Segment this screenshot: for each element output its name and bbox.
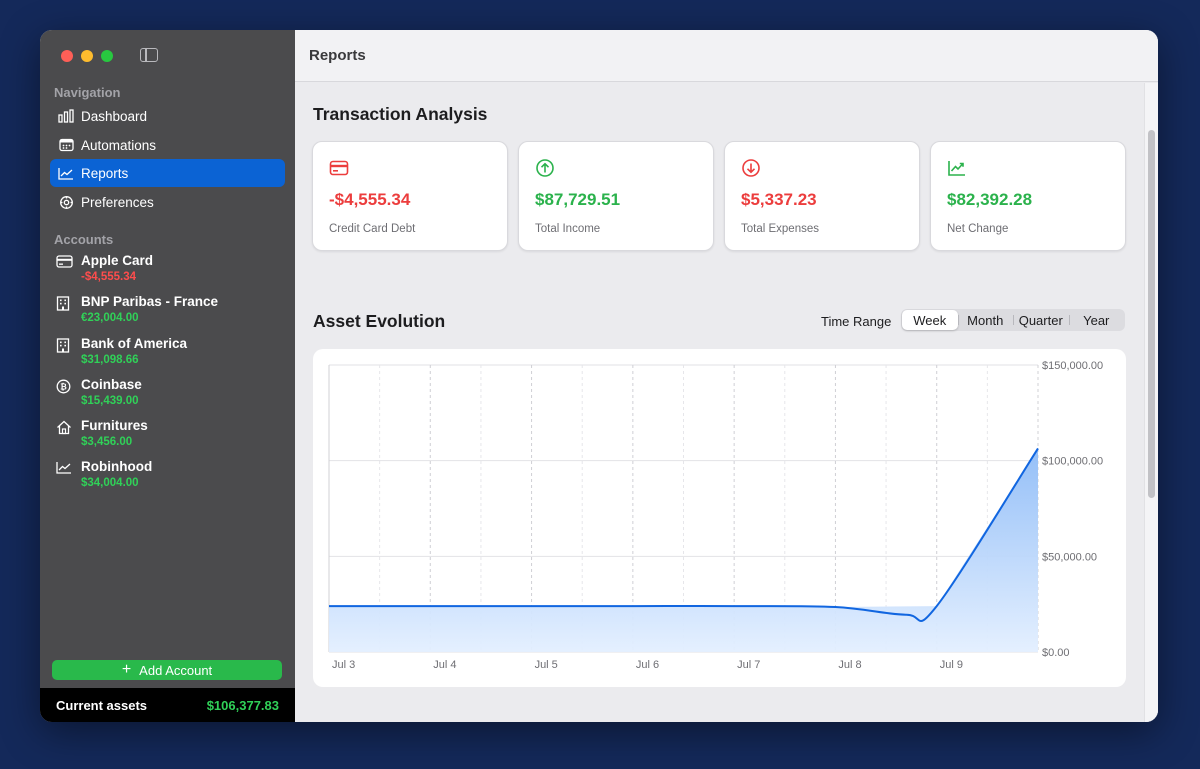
net-change-card: $82,392.28 Net Change <box>930 141 1126 251</box>
x-tick-label: Jul 9 <box>940 659 963 671</box>
scrollbar-thumb[interactable] <box>1148 130 1155 498</box>
time-range-picker: Week Month Quarter Year <box>901 309 1125 331</box>
total-income-card: $87,729.51 Total Income <box>518 141 714 251</box>
asset-evolution-chart: $150,000.00 $100,000.00 $50,000.00 $0.00 Jul… <box>313 349 1126 687</box>
x-tick-label: Jul 4 <box>433 659 456 671</box>
sidebar-item-label: Automations <box>81 137 157 153</box>
card-label: Credit Card Debt <box>329 223 416 235</box>
toolbar: Reports <box>295 30 1158 82</box>
card-value: -$4,555.34 <box>329 190 411 209</box>
sidebar: Navigation Dashboard Automations Reports… <box>40 30 295 722</box>
svg-text:₿: ₿ <box>60 383 67 392</box>
y-tick-label: $50,000.00 <box>1042 551 1097 563</box>
accounts-section-title: Accounts <box>54 232 114 247</box>
plus-icon: + <box>121 661 132 678</box>
y-tick-label: $0.00 <box>1042 647 1070 659</box>
transaction-analysis-title: Transaction Analysis <box>313 104 488 124</box>
add-account-label: Add Account <box>139 662 213 678</box>
y-tick-label: $150,000.00 <box>1042 360 1103 372</box>
credit-card-icon <box>56 255 74 271</box>
account-name: BNP Paribas - France <box>81 294 219 309</box>
house-icon <box>56 420 74 436</box>
account-name: Bank of America <box>81 336 188 351</box>
add-account-button[interactable]: + Add Account <box>52 660 282 680</box>
range-year-segment[interactable]: Year <box>1068 310 1125 330</box>
arrow-down-circle-icon <box>741 158 761 178</box>
sidebar-item-dashboard[interactable]: Dashboard <box>50 102 285 130</box>
sidebar-item-label: Preferences <box>81 194 154 210</box>
x-tick-label: Jul 3 <box>332 659 355 671</box>
account-item-coinbase[interactable]: ₿ Coinbase $15,439.00 <box>56 377 281 413</box>
app-window: Navigation Dashboard Automations Reports… <box>40 30 1158 722</box>
area-fill <box>329 448 1038 652</box>
line-chart-icon <box>56 461 74 477</box>
sidebar-item-preferences[interactable]: Preferences <box>50 188 285 216</box>
account-balance: €23,004.00 <box>81 312 139 324</box>
asset-evolution-title: Asset Evolution <box>313 311 446 331</box>
sidebar-item-reports[interactable]: Reports <box>50 159 285 187</box>
line-chart-icon <box>58 165 74 181</box>
time-range-label: Time Range <box>821 314 892 329</box>
account-name: Furnitures <box>81 418 148 433</box>
sidebar-item-label: Reports <box>81 165 129 181</box>
account-name: Robinhood <box>81 459 153 474</box>
credit-card-debt-card: -$4,555.34 Credit Card Debt <box>312 141 508 251</box>
x-tick-label: Jul 5 <box>535 659 558 671</box>
credit-card-icon <box>329 158 349 178</box>
arrow-up-circle-icon <box>535 158 555 178</box>
x-tick-label: Jul 7 <box>737 659 760 671</box>
page-title: Reports <box>309 47 366 64</box>
range-week-segment[interactable]: Week <box>902 310 958 330</box>
account-item-bnp-paribas[interactable]: BNP Paribas - France €23,004.00 <box>56 294 281 330</box>
trend-up-icon <box>947 158 967 178</box>
y-tick-label: $100,000.00 <box>1042 456 1103 468</box>
navigation-section-title: Navigation <box>54 85 121 100</box>
gear-icon <box>58 194 74 210</box>
asset-chart-svg: $150,000.00 $100,000.00 $50,000.00 $0.00 Jul… <box>328 360 1103 671</box>
card-label: Net Change <box>947 223 1009 235</box>
sidebar-toggle-icon[interactable] <box>140 48 158 62</box>
bar-chart-icon <box>58 108 74 124</box>
account-item-apple-card[interactable]: Apple Card -$4,555.34 <box>56 253 281 289</box>
account-balance: $31,098.66 <box>81 354 139 366</box>
account-balance: $3,456.00 <box>81 436 133 448</box>
range-month-segment[interactable]: Month <box>957 310 1014 330</box>
asset-series-line <box>328 447 1039 623</box>
account-name: Coinbase <box>81 377 142 392</box>
main-content: Reports Transaction Analysis -$4,555.34 … <box>295 30 1158 722</box>
current-assets-label: Current assets <box>56 697 148 713</box>
range-quarter-segment[interactable]: Quarter <box>1013 310 1069 330</box>
x-tick-label: Jul 6 <box>636 659 659 671</box>
card-value: $5,337.23 <box>741 190 817 209</box>
minimize-window-button[interactable] <box>81 50 93 62</box>
card-value: $87,729.51 <box>535 190 621 209</box>
account-balance: -$4,555.34 <box>81 271 136 283</box>
card-label: Total Income <box>535 223 601 235</box>
sidebar-item-automations[interactable]: Automations <box>50 131 285 159</box>
card-value: $82,392.28 <box>947 190 1033 209</box>
close-window-button[interactable] <box>61 50 73 62</box>
card-label: Total Expenses <box>741 223 819 235</box>
window-controls <box>61 50 113 62</box>
bitcoin-icon: ₿ <box>56 379 74 395</box>
x-tick-label: Jul 8 <box>838 659 861 671</box>
building-icon <box>56 296 74 312</box>
account-item-bank-of-america[interactable]: Bank of America $31,098.66 <box>56 336 281 372</box>
account-balance: $34,004.00 <box>81 477 139 489</box>
current-assets-footer: Current assets $106,377.83 <box>40 688 295 722</box>
building-icon <box>56 338 74 354</box>
account-item-furnitures[interactable]: Furnitures $3,456.00 <box>56 418 281 454</box>
account-balance: $15,439.00 <box>81 395 139 407</box>
sidebar-item-label: Dashboard <box>81 108 148 124</box>
account-item-robinhood[interactable]: Robinhood $34,004.00 <box>56 459 281 495</box>
current-assets-value: $106,377.83 <box>206 697 279 713</box>
zoom-window-button[interactable] <box>101 50 113 62</box>
total-expenses-card: $5,337.23 Total Expenses <box>724 141 920 251</box>
calendar-icon <box>58 137 74 153</box>
account-name: Apple Card <box>81 253 154 268</box>
